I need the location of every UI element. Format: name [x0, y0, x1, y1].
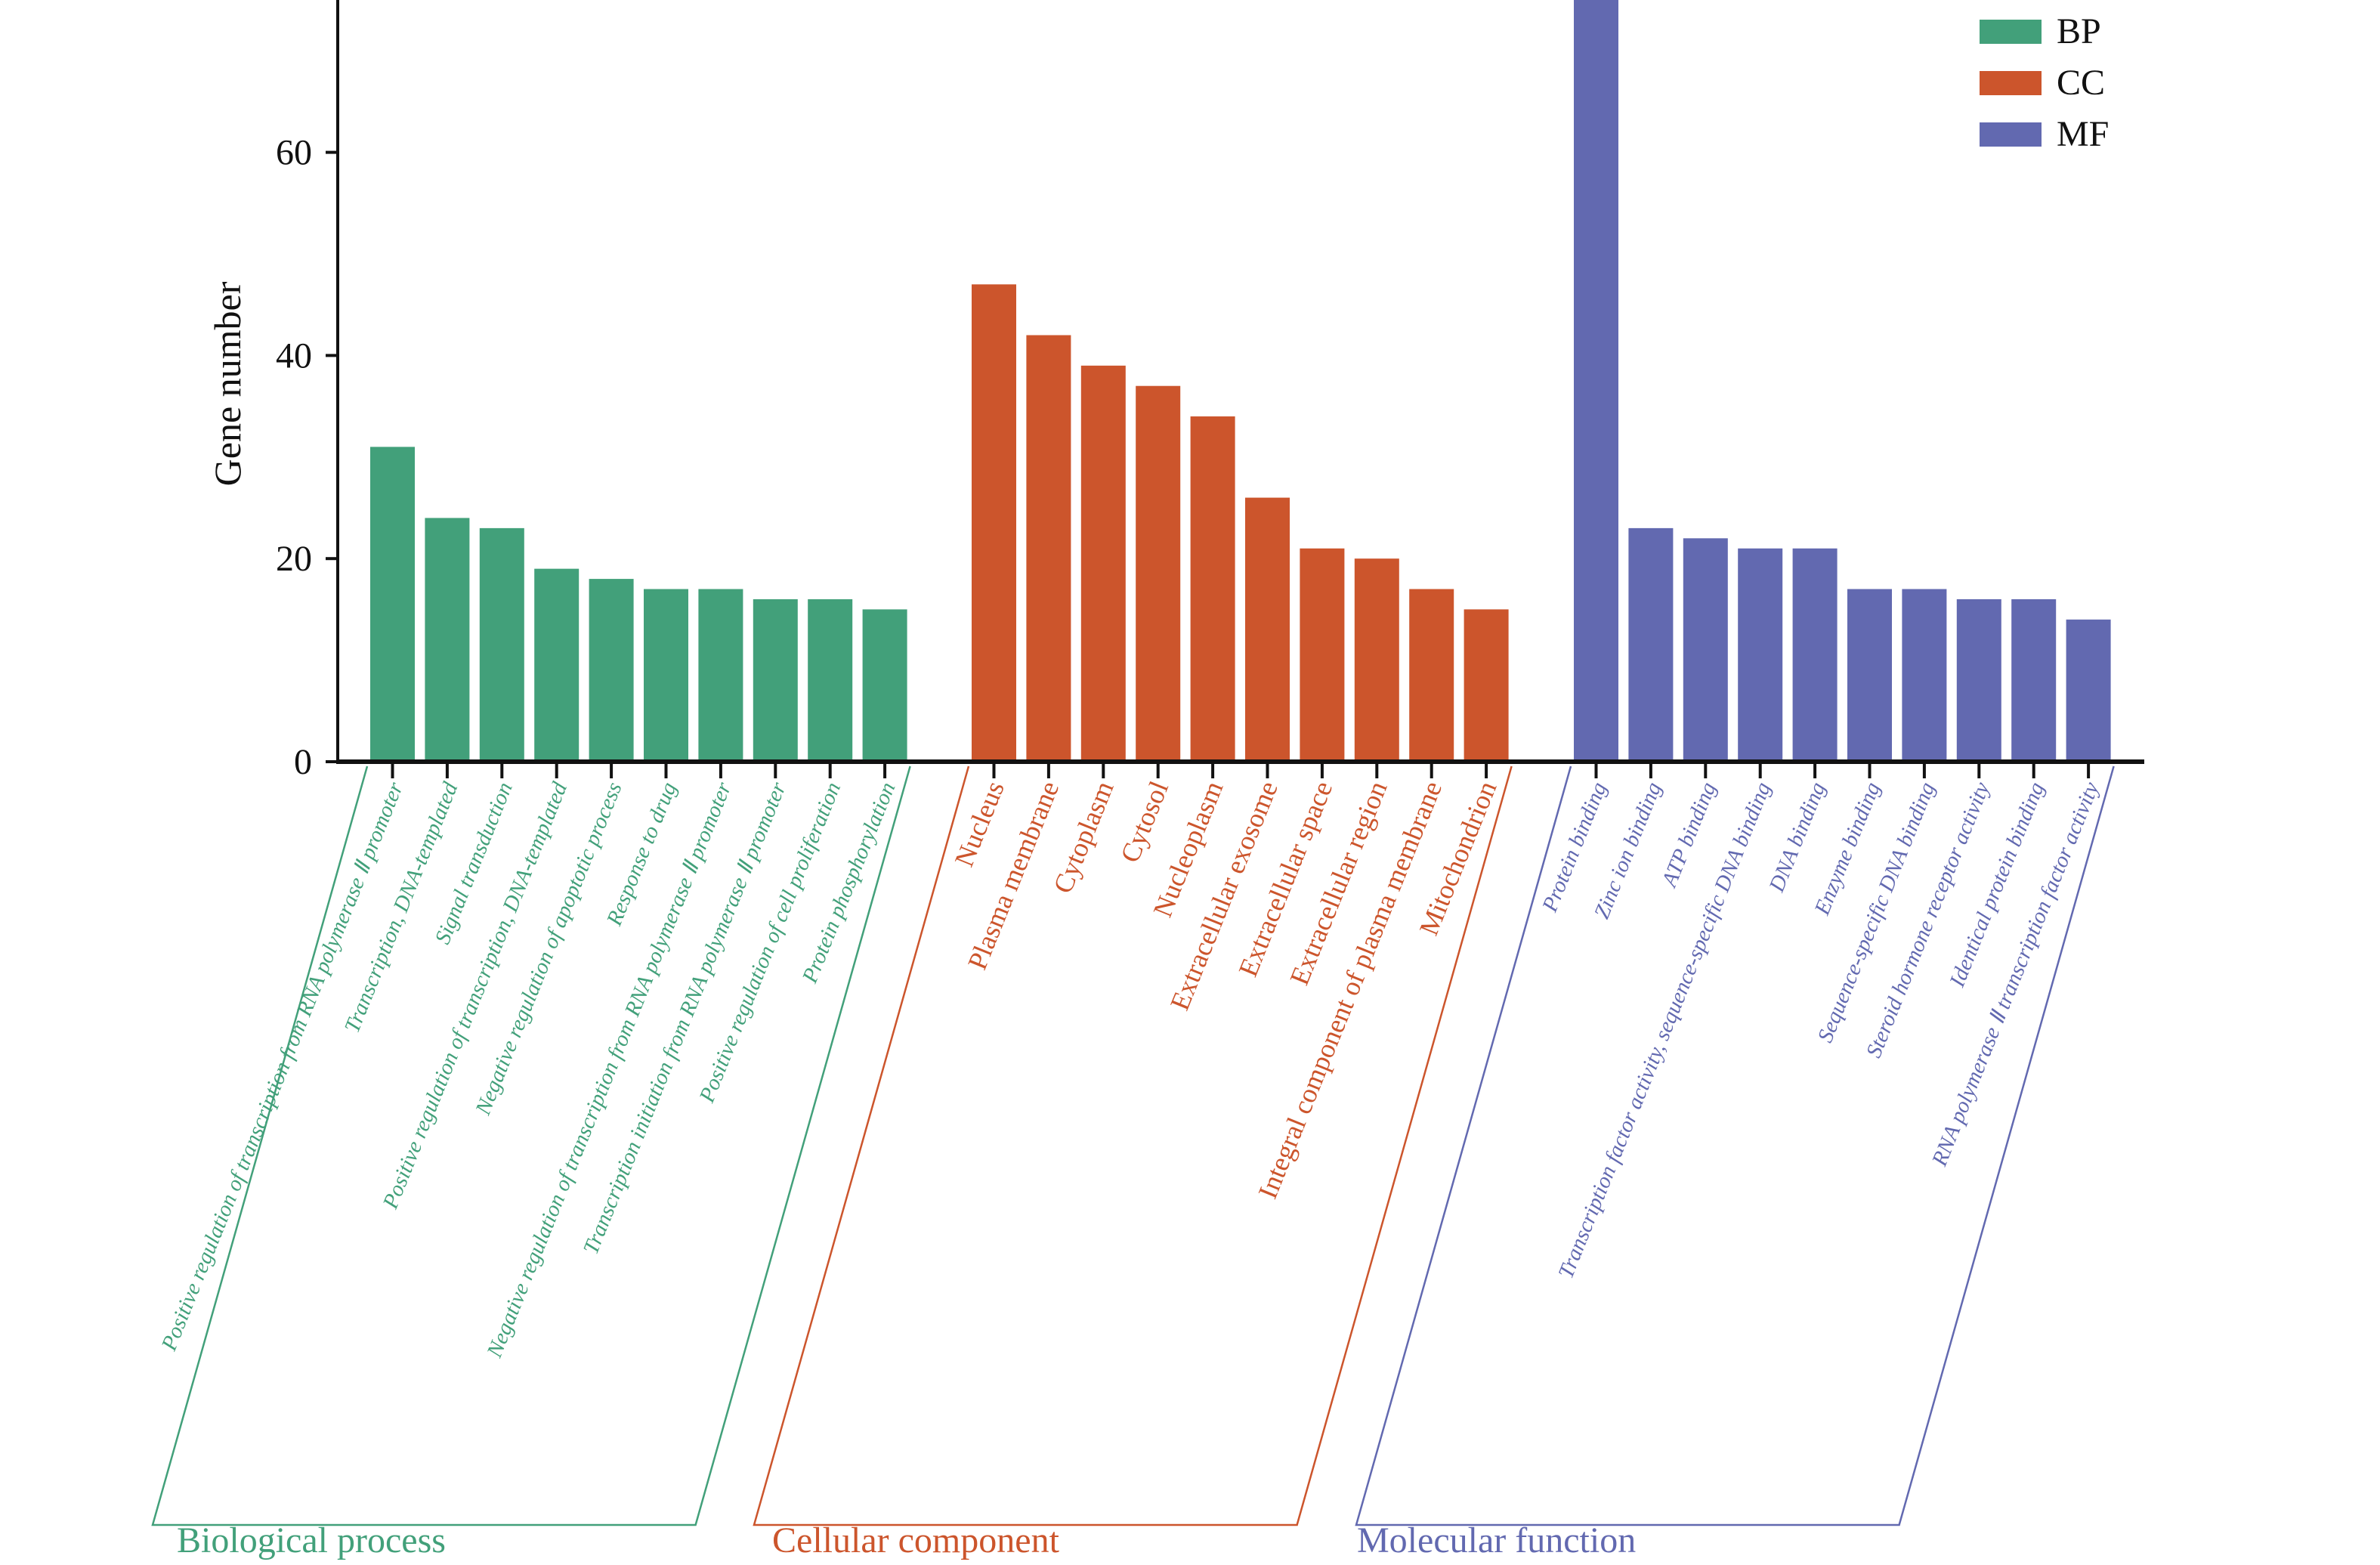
bar-bp: [479, 527, 524, 762]
x-tick-label: Transcription factor activity, sequence-…: [1553, 779, 1776, 1282]
group-label-mf: Molecular function: [1357, 1520, 1636, 1560]
legend-swatch-mf: [1980, 122, 2042, 147]
bar-cc: [1464, 609, 1509, 762]
group-label-bp: Biological process: [177, 1520, 446, 1560]
axes: 0 20 40 60: [276, 0, 2144, 782]
legend-label-mf: MF: [2057, 114, 2109, 154]
legend: BP CC MF: [1980, 11, 2109, 154]
bar-mf: [1956, 598, 2001, 762]
bar-bp: [370, 447, 415, 762]
bar-mf: [1902, 589, 1947, 762]
bar-bp: [698, 589, 743, 762]
bar-cc: [1190, 416, 1235, 762]
bar-cc: [1080, 365, 1126, 762]
bar-bp: [534, 568, 580, 762]
bar-mf: [1574, 0, 1618, 762]
y-axis-label: Gene number: [206, 281, 249, 486]
bar-bp: [644, 589, 688, 762]
legend-swatch-bp: [1980, 20, 2042, 44]
bar-mf: [2011, 598, 2057, 762]
bar-mf: [1738, 548, 1783, 762]
group-label-cc: Cellular component: [772, 1520, 1060, 1560]
bar-bp: [753, 598, 798, 762]
bar-bp: [808, 598, 853, 762]
bar-mf: [1683, 538, 1728, 762]
x-tick-label: Positive regulation of transcription fro…: [156, 778, 408, 1355]
bars: [370, 0, 2111, 762]
bar-mf: [1628, 527, 1674, 762]
bar-cc: [1026, 335, 1071, 762]
y-tick-label: 0: [294, 742, 312, 782]
bar-cc: [1409, 589, 1454, 762]
bar-cc: [972, 284, 1016, 762]
bar-cc: [1300, 548, 1345, 762]
bar-cc: [1245, 497, 1290, 762]
bar-bp: [425, 518, 470, 762]
bar-cc: [1354, 558, 1399, 762]
x-tick-label: ATP binding: [1657, 779, 1721, 892]
x-tick-label: Nucleus: [949, 777, 1010, 871]
y-tick-label: 40: [276, 336, 312, 376]
group-bracket-bp: [151, 765, 911, 1526]
bar-bp: [862, 609, 907, 762]
group-bracket-cc: [753, 765, 1513, 1526]
group-brackets: Biological process Cellular component Mole…: [151, 765, 2115, 1560]
y-tick-label: 60: [276, 133, 312, 173]
legend-label-bp: BP: [2057, 11, 2101, 51]
bar-mf: [1847, 589, 1892, 762]
bar-bp: [589, 579, 634, 762]
bar-mf: [1792, 548, 1838, 762]
legend-swatch-cc: [1980, 71, 2042, 95]
x-tick-labels: Positive regulation of transcription fro…: [156, 777, 2103, 1362]
x-tick-label: DNA binding: [1764, 779, 1830, 896]
legend-label-cc: CC: [2057, 63, 2105, 103]
group-bracket-mf: [1355, 765, 2115, 1526]
y-tick-label: 20: [276, 539, 312, 579]
x-tick-label: Cytosol: [1114, 777, 1174, 867]
bar-cc: [1136, 385, 1181, 762]
bar-mf: [2066, 619, 2111, 762]
